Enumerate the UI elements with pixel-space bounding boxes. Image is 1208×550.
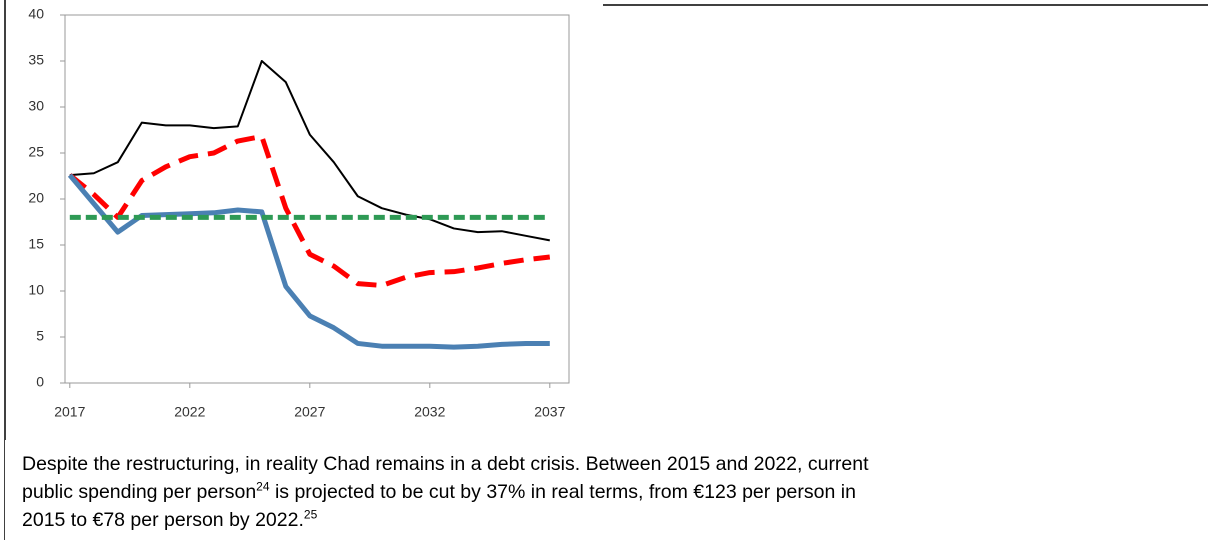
y-tick-label: 20 <box>28 190 44 206</box>
y-tick-label: 15 <box>28 236 44 252</box>
x-tick-label: 2032 <box>414 404 445 420</box>
footnote-ref: 25 <box>303 507 318 522</box>
y-tick-label: 30 <box>28 98 44 114</box>
text: public spending per person <box>22 481 257 503</box>
paragraph: Despite the restructuring, in reality Ch… <box>22 450 869 534</box>
text-line: Despite the restructuring, in reality Ch… <box>22 450 869 478</box>
x-tick-label: 2027 <box>294 404 325 420</box>
plot-frame <box>64 14 570 384</box>
y-tick-label: 0 <box>36 374 44 390</box>
y-tick-label: 35 <box>28 52 44 68</box>
chart: 0 5 10 15 20 25 30 35 40 2017 2022 2027 2032 2037 <box>4 0 1208 440</box>
series-line <box>67 173 550 350</box>
text-line: 2015 to €78 per person by 2022.25 <box>22 506 869 534</box>
text: Despite the restructuring, in reality Ch… <box>22 453 869 475</box>
x-tick-label: 2022 <box>174 404 205 420</box>
text-line: public spending per person24 is projecte… <box>22 478 869 506</box>
footnote-ref: 24 <box>256 479 270 494</box>
x-tick-label: 2017 <box>54 404 85 420</box>
y-tick-label: 5 <box>36 328 44 344</box>
text: is projected to be cut by 37% in real te… <box>269 481 856 503</box>
y-tick-label: 10 <box>28 282 44 298</box>
series-line <box>69 60 550 242</box>
y-tick-label: 25 <box>28 144 44 160</box>
series-line <box>68 133 551 288</box>
x-tick-label: 2037 <box>534 404 565 420</box>
text: 2015 to €78 per person by 2022. <box>22 509 304 531</box>
border <box>4 440 5 540</box>
y-tick-label: 40 <box>28 6 44 22</box>
